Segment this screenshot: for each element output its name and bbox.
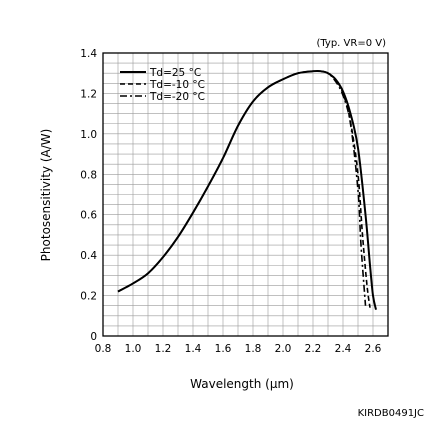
y-tick-label: 0.2 (80, 291, 97, 303)
y-tick-label: 1.4 (80, 48, 97, 60)
series-line-1 (117, 69, 377, 310)
series-lines (117, 69, 377, 310)
x-tick-label: 1.2 (155, 343, 172, 355)
legend-label: Td=25 °C (149, 67, 201, 79)
legend-label: Td=-20 °C (149, 91, 205, 103)
y-tick-label: 0 (90, 331, 97, 343)
y-tick-label: 0.4 (80, 250, 97, 262)
series-line-2 (117, 70, 371, 308)
legend: Td=25 °CTd=-10 °CTd=-20 °C (120, 67, 205, 103)
x-tick-label: 1.4 (185, 343, 202, 355)
x-tick-label: 2.2 (305, 343, 322, 355)
condition-note: (Typ. VR=0 V) (316, 38, 386, 49)
x-tick-label: 0.8 (95, 343, 112, 355)
y-axis-title: Photosensitivity (A/W) (39, 129, 53, 262)
plot-frame (102, 52, 389, 337)
y-tick-label: 1.0 (80, 129, 97, 141)
x-tick-label: 2.6 (365, 343, 382, 355)
x-tick-label: 2.0 (275, 343, 292, 355)
plot-grid (103, 53, 388, 336)
y-tick-label: 0.6 (80, 210, 97, 222)
y-tick-label: 1.2 (80, 88, 97, 100)
x-tick-label: 2.4 (335, 343, 352, 355)
legend-label: Td=-10 °C (149, 79, 205, 91)
axis-ticks: 0.8 1.0 1.2 1.4 1.6 1.8 2.0 2.2 2.4 2.6 0 0.2 0.4 0.6… (80, 48, 381, 355)
y-tick-label: 0.8 (80, 169, 97, 181)
x-tick-label: 1.0 (125, 343, 142, 355)
x-tick-label: 1.6 (215, 343, 232, 355)
x-axis-title: Wavelength (μm) (190, 377, 294, 391)
series-line-3 (117, 70, 367, 306)
x-tick-label: 1.8 (245, 343, 262, 355)
document-code: KIRDB0491JC (358, 408, 424, 419)
